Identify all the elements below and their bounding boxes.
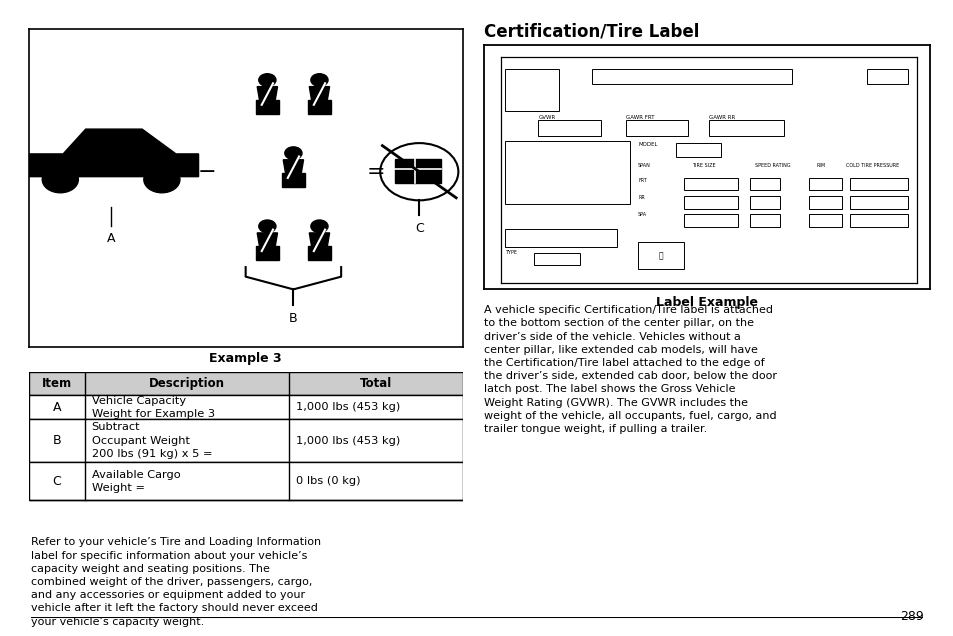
Circle shape: [258, 74, 275, 86]
Bar: [808, 178, 841, 190]
Text: Item: Item: [42, 377, 71, 391]
Text: ⓘ: ⓘ: [658, 251, 662, 260]
Circle shape: [311, 220, 328, 233]
Text: −: −: [197, 162, 215, 182]
Text: SPAN: SPAN: [638, 163, 650, 169]
Bar: [29, 372, 462, 396]
Text: Refer to your vehicle’s Tire and Loading Information
label for specific informat: Refer to your vehicle’s Tire and Loading…: [31, 537, 321, 626]
Circle shape: [285, 147, 302, 160]
Text: GVWR: GVWR: [537, 115, 555, 120]
Text: B: B: [52, 434, 61, 447]
Bar: [29, 418, 462, 462]
Circle shape: [311, 74, 328, 86]
Polygon shape: [282, 173, 304, 187]
Polygon shape: [27, 129, 198, 177]
Text: SPEED RATING: SPEED RATING: [754, 163, 789, 169]
Bar: [849, 196, 907, 209]
Polygon shape: [309, 233, 329, 246]
Bar: [504, 229, 617, 247]
Text: Certification/Tire Label: Certification/Tire Label: [483, 22, 699, 40]
Text: 0 lbs (0 kg): 0 lbs (0 kg): [295, 476, 359, 486]
Text: Description: Description: [149, 377, 225, 391]
Bar: [683, 196, 738, 209]
Bar: [592, 69, 791, 85]
Bar: [29, 462, 462, 500]
Polygon shape: [309, 86, 329, 100]
Text: Vehicle Capacity
Weight for Example 3: Vehicle Capacity Weight for Example 3: [91, 396, 214, 418]
Text: C: C: [415, 223, 423, 235]
Text: GAWR FRT: GAWR FRT: [625, 115, 654, 120]
Polygon shape: [257, 86, 277, 100]
Text: RR: RR: [638, 195, 644, 200]
Text: Subtract
Occupant Weight
200 lbs (91 kg) x 5 =: Subtract Occupant Weight 200 lbs (91 kg)…: [91, 422, 212, 459]
Text: 1,000 lbs (453 kg): 1,000 lbs (453 kg): [295, 402, 399, 412]
Circle shape: [144, 167, 180, 193]
Bar: [395, 159, 440, 183]
Bar: [625, 120, 687, 136]
Text: 1,000 lbs (453 kg): 1,000 lbs (453 kg): [295, 436, 399, 446]
Bar: [537, 120, 600, 136]
Polygon shape: [255, 246, 278, 260]
Bar: [708, 120, 782, 136]
Text: SPA: SPA: [638, 212, 646, 217]
Polygon shape: [308, 246, 331, 260]
Text: 289: 289: [899, 611, 923, 623]
Circle shape: [258, 220, 275, 233]
Circle shape: [42, 167, 78, 193]
Text: Example 3: Example 3: [209, 352, 282, 365]
Bar: [849, 214, 907, 226]
Bar: [638, 242, 683, 270]
Text: A: A: [107, 232, 115, 245]
Text: A: A: [52, 401, 61, 413]
Text: B: B: [289, 312, 297, 324]
Bar: [808, 214, 841, 226]
Text: FRT: FRT: [638, 178, 646, 183]
Bar: [750, 214, 779, 226]
Bar: [808, 196, 841, 209]
Text: TYPE: TYPE: [504, 251, 517, 255]
Bar: [866, 69, 907, 85]
Text: MODEL: MODEL: [638, 142, 657, 147]
Polygon shape: [283, 160, 303, 173]
Polygon shape: [257, 233, 277, 246]
Bar: [750, 196, 779, 209]
Text: C: C: [52, 474, 61, 488]
Text: GAWR RR: GAWR RR: [708, 115, 735, 120]
Text: Available Cargo
Weight =: Available Cargo Weight =: [91, 469, 180, 493]
Bar: [683, 214, 738, 226]
Polygon shape: [255, 100, 278, 114]
Bar: [750, 178, 779, 190]
Bar: [29, 396, 462, 418]
Text: COLD TIRE PRESSURE: COLD TIRE PRESSURE: [845, 163, 899, 169]
Text: TIRE SIZE: TIRE SIZE: [692, 163, 715, 169]
Text: RIM: RIM: [816, 163, 825, 169]
Text: Label Example: Label Example: [656, 296, 757, 308]
Bar: [849, 178, 907, 190]
Bar: [504, 141, 629, 204]
Text: A vehicle specific Certification/Tire label is attached
to the bottom section of: A vehicle specific Certification/Tire la…: [483, 305, 776, 434]
Bar: [534, 252, 579, 265]
Bar: [683, 178, 738, 190]
Polygon shape: [308, 100, 331, 114]
Text: =: =: [366, 162, 385, 182]
Bar: [675, 143, 720, 156]
Bar: [504, 69, 558, 111]
Text: Total: Total: [359, 377, 392, 391]
